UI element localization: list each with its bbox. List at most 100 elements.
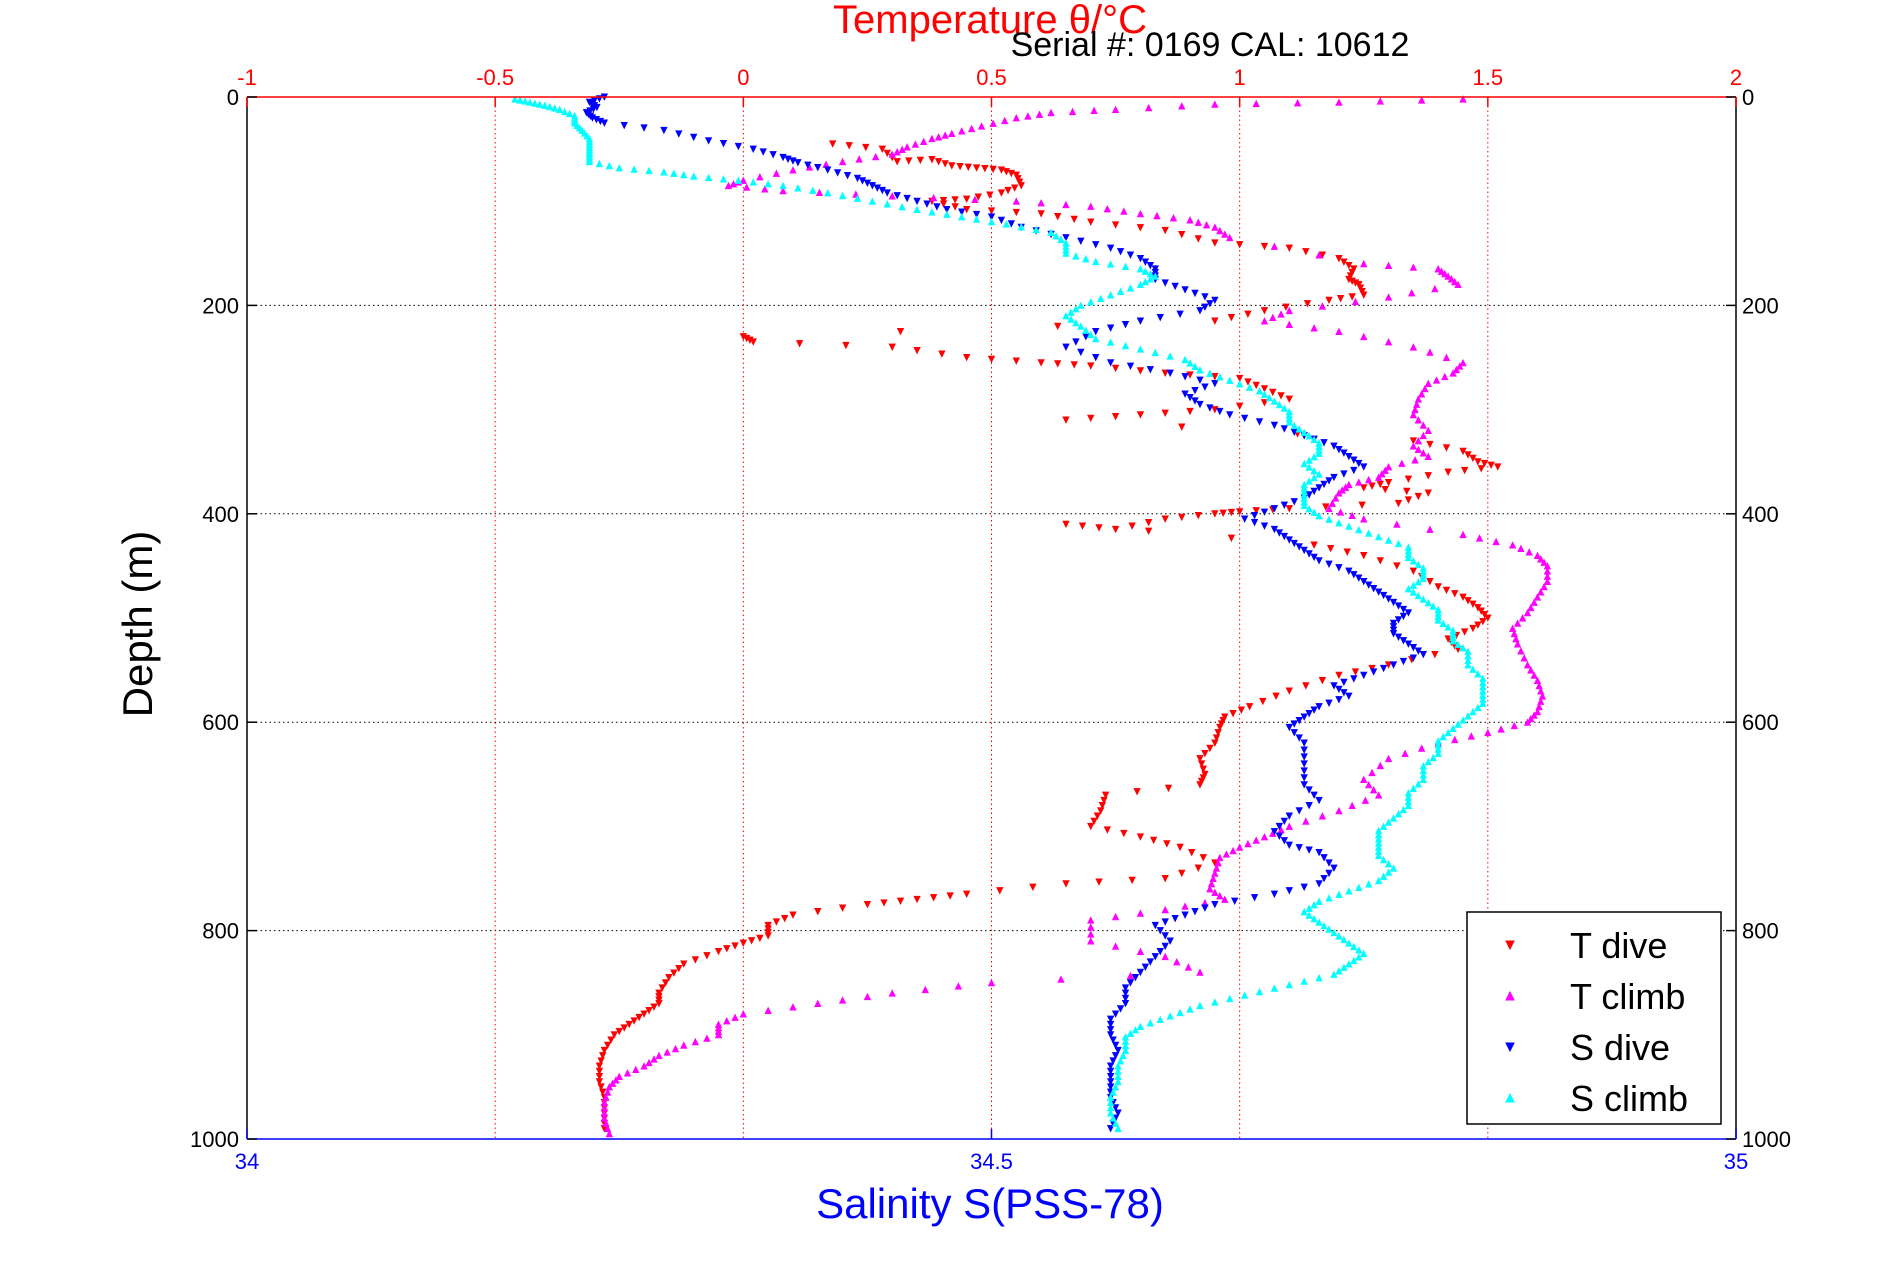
data-point xyxy=(1146,275,1155,283)
data-point xyxy=(1106,244,1115,252)
data-point xyxy=(1530,671,1538,679)
data-point xyxy=(888,192,896,200)
data-point xyxy=(1191,289,1199,298)
data-point xyxy=(1444,728,1452,737)
data-point xyxy=(1497,725,1505,733)
data-point xyxy=(1302,817,1310,825)
data-point xyxy=(1492,537,1500,546)
data-point xyxy=(1116,1005,1125,1013)
data-point xyxy=(898,202,906,211)
data-point xyxy=(1434,616,1442,624)
data-point xyxy=(1131,973,1140,982)
data-point xyxy=(1434,265,1442,273)
data-point xyxy=(1252,381,1260,390)
data-point xyxy=(1114,1046,1122,1055)
data-point xyxy=(650,1055,658,1063)
data-point xyxy=(1421,384,1429,393)
series-t-dive xyxy=(595,140,1502,1133)
data-point xyxy=(893,158,901,166)
data-point xyxy=(1255,418,1264,426)
data-point xyxy=(764,932,772,940)
data-point xyxy=(1469,707,1477,716)
data-point xyxy=(1310,541,1318,549)
data-point xyxy=(1259,697,1267,706)
data-point xyxy=(714,1030,723,1039)
data-point xyxy=(1484,728,1492,737)
data-point xyxy=(872,152,880,161)
data-point xyxy=(1032,225,1040,234)
data-point xyxy=(1409,410,1418,419)
data-point xyxy=(1424,489,1432,497)
legend-label: T dive xyxy=(1570,925,1667,966)
data-point xyxy=(1343,548,1351,556)
data-point xyxy=(1176,843,1184,852)
data-point xyxy=(551,104,559,112)
data-point xyxy=(1300,753,1308,761)
legend-label: S dive xyxy=(1570,1027,1670,1068)
left-tick-label: 400 xyxy=(202,502,239,527)
data-point xyxy=(1275,400,1284,409)
data-point xyxy=(1439,619,1447,628)
data-point xyxy=(1206,885,1214,893)
data-point xyxy=(1414,560,1423,569)
data-point xyxy=(1480,459,1489,468)
data-point xyxy=(913,197,921,206)
data-point xyxy=(1012,197,1021,205)
data-point xyxy=(1070,215,1078,224)
series-s-climb xyxy=(511,95,1487,1133)
data-point xyxy=(1004,186,1012,195)
data-point xyxy=(1227,508,1236,517)
data-point xyxy=(1523,661,1532,669)
data-point xyxy=(1136,1022,1145,1030)
data-point xyxy=(1404,496,1413,504)
data-point xyxy=(1250,518,1259,527)
data-point xyxy=(1527,666,1535,674)
data-point xyxy=(1285,687,1293,695)
data-point xyxy=(1001,116,1009,125)
data-point xyxy=(1330,864,1338,872)
data-point xyxy=(1355,953,1363,961)
data-point xyxy=(1002,220,1011,228)
data-point xyxy=(814,999,822,1008)
data-point xyxy=(1409,654,1418,662)
data-point xyxy=(1161,409,1169,417)
data-point xyxy=(1326,545,1335,553)
data-point xyxy=(1365,529,1373,537)
data-point xyxy=(911,140,920,148)
data-point xyxy=(1355,525,1363,534)
data-point xyxy=(1202,220,1211,229)
data-point xyxy=(1540,582,1548,591)
data-point xyxy=(1290,498,1298,506)
data-point xyxy=(987,355,996,364)
data-point xyxy=(1136,833,1145,841)
data-point xyxy=(1419,574,1427,582)
data-point xyxy=(1285,505,1293,513)
data-point xyxy=(661,979,670,987)
data-point xyxy=(928,134,936,143)
data-point xyxy=(1424,452,1432,460)
data-point xyxy=(794,184,802,192)
data-point xyxy=(1341,483,1350,491)
data-point xyxy=(1508,541,1517,549)
data-point xyxy=(1151,953,1159,961)
data-point xyxy=(1277,392,1285,400)
data-point xyxy=(703,952,711,960)
data-point xyxy=(1211,223,1219,231)
data-point xyxy=(1194,864,1202,872)
data-point xyxy=(921,985,930,994)
legend-item: T climb xyxy=(1505,976,1685,1017)
data-point xyxy=(1335,696,1343,704)
data-point xyxy=(749,145,757,153)
data-point xyxy=(896,897,905,905)
data-point xyxy=(1315,557,1323,565)
data-point xyxy=(1062,234,1070,242)
data-point xyxy=(1403,487,1411,496)
data-point xyxy=(824,166,832,174)
data-point xyxy=(1285,320,1293,329)
data-point xyxy=(1244,310,1252,318)
data-point xyxy=(815,188,824,197)
data-point xyxy=(971,195,979,203)
data-point xyxy=(1229,846,1237,855)
data-point xyxy=(838,996,847,1004)
data-point xyxy=(1487,461,1495,470)
